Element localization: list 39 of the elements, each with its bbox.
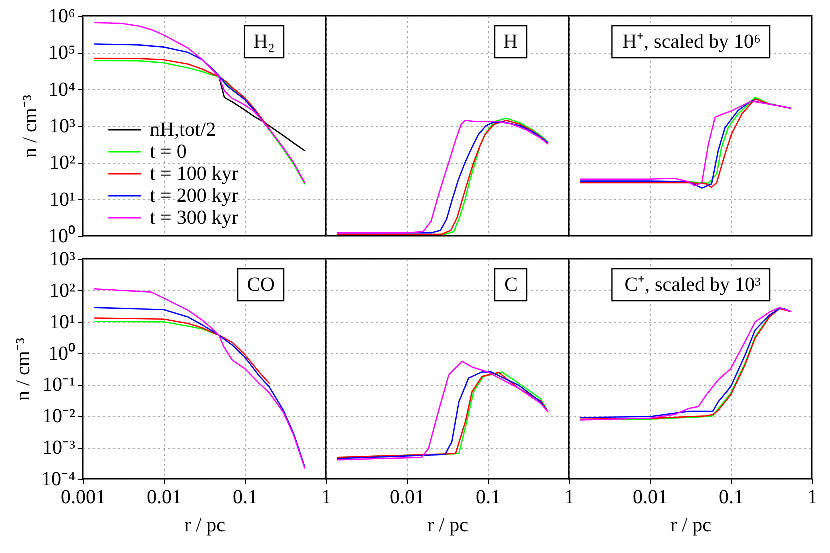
y-tick-label: 10³: [50, 248, 76, 270]
y-tick-label: 10⁰: [48, 342, 76, 365]
x-tick-label: 1: [564, 486, 574, 508]
x-tick-label: 0.01: [633, 486, 668, 508]
legend-label: t = 0: [150, 141, 187, 163]
y-tick-label: 10²: [50, 280, 76, 302]
x-tick-label: 0.01: [390, 486, 425, 508]
legend-label: t = 100 kyr: [150, 163, 239, 185]
y-tick-label: 10³: [50, 116, 76, 138]
y-tick-label: 10⁰: [48, 224, 76, 248]
text: H⁺, scaled by 10⁶: [622, 31, 762, 53]
y-axis-title: n / cm⁻³: [20, 95, 42, 158]
y-tick-label: 10¹: [50, 311, 76, 334]
text: CO: [247, 274, 275, 296]
text: H₂: [254, 31, 275, 53]
x-tick-label: 0.1: [233, 486, 258, 508]
y-axis-title: n / cm⁻³: [12, 338, 35, 401]
x-tick-label: 1: [322, 486, 332, 508]
legend-label: t = 300 kyr: [150, 207, 239, 229]
legend-label: nH,tot/2: [150, 119, 216, 141]
legend-label: t = 200 kyr: [150, 185, 239, 207]
y-tick-label: 10²: [50, 152, 76, 174]
y-tick-label: 10¹: [50, 188, 76, 211]
x-tick-label: 0.01: [147, 486, 182, 508]
x-tick-label: 0.1: [719, 486, 744, 508]
x-axis-title: r / pc: [184, 514, 226, 536]
y-tick-label: 10⁻³: [42, 437, 76, 460]
y-tick-label: 10⁻¹: [42, 374, 76, 396]
x-axis-title: r / pc: [427, 514, 469, 536]
y-tick-label: 10⁶: [48, 6, 76, 28]
x-tick-label: 1: [808, 486, 818, 508]
text: C: [504, 274, 518, 296]
text: C⁺, scaled by 10³: [624, 274, 761, 296]
y-tick-label: 10⁻²: [42, 406, 76, 428]
x-axis-title: r / pc: [670, 514, 712, 536]
x-tick-label: 0.1: [476, 486, 501, 508]
y-tick-label: 10⁴: [48, 78, 76, 101]
text: H: [504, 31, 518, 53]
y-tick-label: 10⁵: [48, 42, 76, 64]
